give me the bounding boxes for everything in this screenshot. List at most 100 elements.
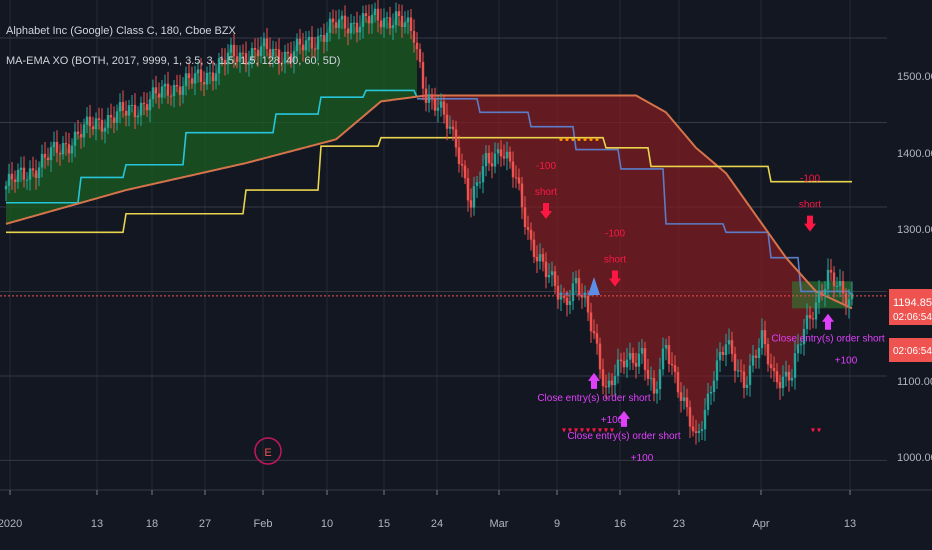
candle-body[interactable]	[295, 38, 299, 52]
candle-body[interactable]	[502, 156, 506, 159]
candle-body[interactable]	[412, 31, 416, 43]
candle-body[interactable]	[346, 28, 350, 34]
candle-body[interactable]	[400, 15, 404, 27]
candle-body[interactable]	[787, 371, 791, 381]
candle-body[interactable]	[598, 343, 602, 370]
candle-body[interactable]	[436, 107, 440, 111]
candle-body[interactable]	[337, 19, 341, 28]
candle-body[interactable]	[352, 22, 356, 24]
candle-body[interactable]	[769, 364, 773, 369]
candle-body[interactable]	[757, 348, 761, 359]
candle-body[interactable]	[205, 72, 209, 85]
candle-body[interactable]	[646, 369, 650, 379]
candle-body[interactable]	[784, 371, 788, 377]
candle-body[interactable]	[82, 124, 86, 138]
candle-body[interactable]	[697, 431, 701, 434]
candle-body[interactable]	[439, 101, 443, 108]
candle-body[interactable]	[613, 375, 617, 386]
candle-body[interactable]	[805, 315, 809, 329]
candle-body[interactable]	[181, 86, 185, 95]
candle-body[interactable]	[685, 397, 689, 408]
candle-body[interactable]	[37, 167, 41, 178]
candle-body[interactable]	[394, 11, 398, 26]
candle-body[interactable]	[595, 333, 599, 344]
candle-body[interactable]	[586, 295, 590, 313]
candle-body[interactable]	[442, 101, 446, 115]
candle-body[interactable]	[808, 315, 812, 319]
candle-body[interactable]	[148, 99, 152, 111]
candle-body[interactable]	[13, 179, 17, 183]
candle-body[interactable]	[34, 170, 38, 178]
candle-body[interactable]	[526, 227, 530, 230]
candle-body[interactable]	[637, 353, 641, 367]
candle-body[interactable]	[799, 344, 803, 346]
candle-body[interactable]	[556, 285, 560, 300]
candle-body[interactable]	[130, 104, 134, 106]
candle-body[interactable]	[349, 23, 353, 34]
candle-body[interactable]	[574, 277, 578, 284]
candle-body[interactable]	[397, 11, 401, 16]
candle-body[interactable]	[310, 36, 314, 49]
candle-body[interactable]	[793, 353, 797, 378]
candle-body[interactable]	[571, 283, 575, 302]
candle-body[interactable]	[145, 104, 149, 111]
candle-body[interactable]	[535, 256, 539, 262]
candle-body[interactable]	[250, 47, 254, 62]
candle-body[interactable]	[334, 22, 338, 28]
candle-body[interactable]	[298, 38, 302, 45]
candle-body[interactable]	[694, 431, 698, 434]
candle-body[interactable]	[208, 72, 212, 74]
candle-body[interactable]	[520, 183, 524, 208]
candle-body[interactable]	[478, 182, 482, 184]
candle-body[interactable]	[811, 318, 815, 320]
candle-body[interactable]	[775, 371, 779, 383]
candle-body[interactable]	[88, 116, 92, 127]
candle-body[interactable]	[343, 15, 347, 29]
candle-body[interactable]	[382, 18, 386, 28]
candle-body[interactable]	[679, 392, 683, 401]
candle-body[interactable]	[25, 179, 29, 181]
candle-body[interactable]	[487, 153, 491, 164]
candle-body[interactable]	[754, 355, 758, 359]
candle-body[interactable]	[529, 229, 533, 240]
candle-body[interactable]	[199, 69, 203, 82]
candle-body[interactable]	[709, 392, 713, 394]
candle-body[interactable]	[127, 105, 131, 116]
candle-body[interactable]	[583, 295, 587, 298]
candle-body[interactable]	[841, 281, 845, 294]
candle-body[interactable]	[22, 167, 26, 180]
candle-body[interactable]	[232, 44, 236, 57]
candle-body[interactable]	[457, 147, 461, 164]
candle-body[interactable]	[844, 293, 848, 307]
candle-body[interactable]	[157, 93, 161, 98]
candle-body[interactable]	[85, 116, 89, 125]
candle-body[interactable]	[292, 51, 296, 62]
candle-body[interactable]	[121, 102, 125, 111]
candle-body[interactable]	[751, 355, 755, 366]
candle-body[interactable]	[391, 25, 395, 29]
candlesticks[interactable]	[4, 0, 854, 445]
candle-body[interactable]	[703, 409, 707, 430]
candle-body[interactable]	[688, 407, 692, 427]
candle-body[interactable]	[229, 44, 233, 53]
candle-body[interactable]	[76, 131, 80, 135]
candle-body[interactable]	[100, 119, 104, 132]
candle-body[interactable]	[727, 340, 731, 345]
candle-body[interactable]	[817, 291, 821, 303]
candle-body[interactable]	[253, 47, 257, 50]
candle-body[interactable]	[286, 51, 290, 54]
candle-body[interactable]	[340, 15, 344, 20]
candle-body[interactable]	[136, 115, 140, 118]
candle-body[interactable]	[691, 426, 695, 432]
candle-body[interactable]	[379, 20, 383, 28]
candle-body[interactable]	[325, 32, 329, 42]
candle-body[interactable]	[547, 275, 551, 278]
candle-body[interactable]	[211, 72, 215, 82]
candle-body[interactable]	[649, 378, 653, 380]
candle-body[interactable]	[328, 18, 332, 33]
candle-body[interactable]	[781, 376, 785, 389]
candle-body[interactable]	[742, 371, 746, 388]
candle-body[interactable]	[241, 52, 245, 54]
candle-body[interactable]	[160, 86, 164, 98]
candle-body[interactable]	[607, 380, 611, 388]
